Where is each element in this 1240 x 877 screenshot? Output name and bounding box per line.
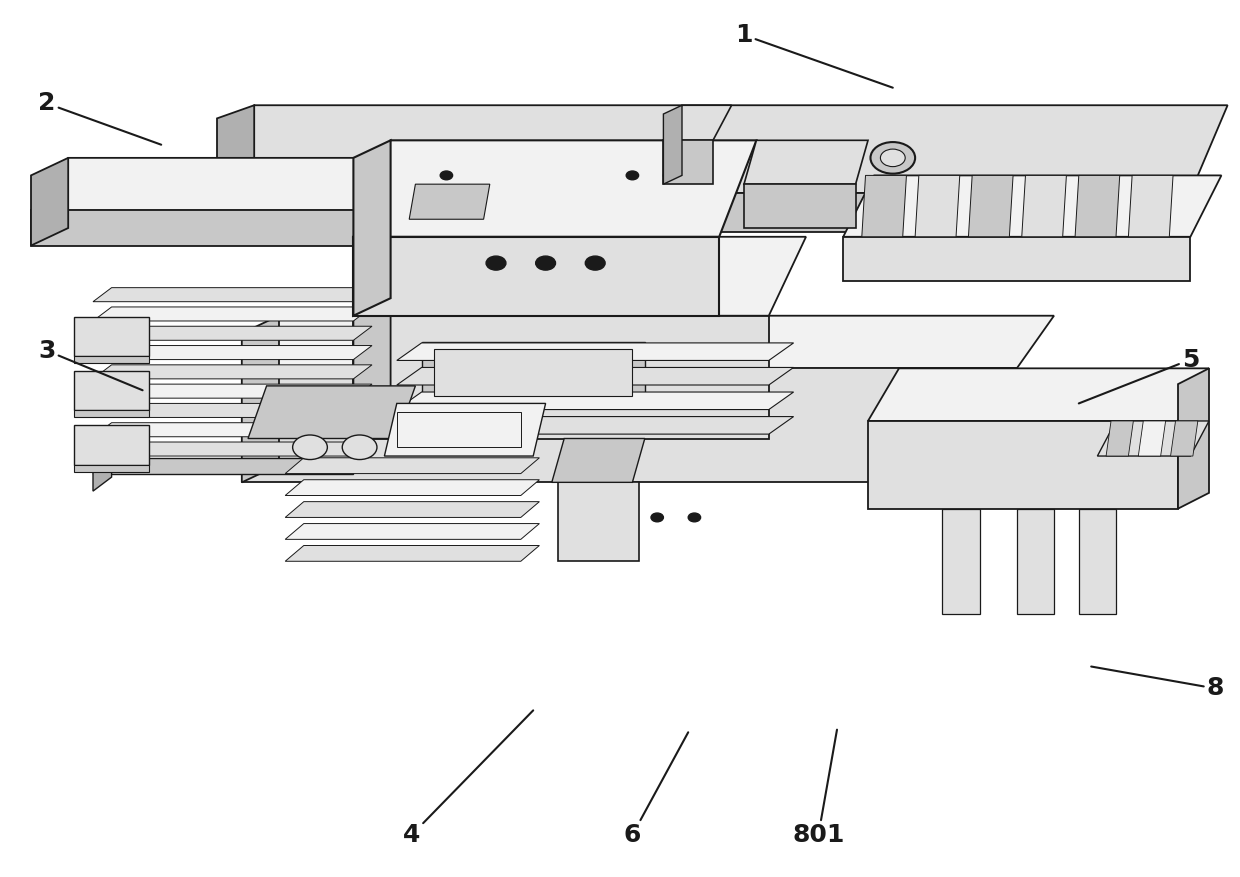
Text: 2: 2	[38, 91, 161, 145]
Polygon shape	[31, 158, 508, 210]
Polygon shape	[93, 458, 353, 474]
Circle shape	[626, 171, 639, 180]
Polygon shape	[1128, 175, 1173, 237]
Circle shape	[870, 142, 915, 174]
Polygon shape	[1178, 368, 1209, 509]
Polygon shape	[915, 175, 960, 237]
Polygon shape	[74, 465, 149, 472]
Polygon shape	[74, 356, 149, 363]
Polygon shape	[1106, 421, 1133, 456]
Circle shape	[663, 171, 676, 180]
Polygon shape	[242, 316, 279, 482]
Polygon shape	[31, 158, 68, 246]
Polygon shape	[217, 105, 254, 232]
Text: 801: 801	[792, 730, 844, 847]
Polygon shape	[31, 210, 471, 246]
Polygon shape	[1097, 421, 1209, 456]
Polygon shape	[93, 442, 372, 456]
Polygon shape	[663, 105, 732, 140]
Text: 8: 8	[1091, 667, 1224, 701]
Polygon shape	[1171, 421, 1198, 456]
Polygon shape	[397, 417, 794, 434]
Polygon shape	[868, 368, 1209, 421]
Polygon shape	[93, 458, 112, 491]
Polygon shape	[397, 367, 794, 385]
Circle shape	[651, 513, 663, 522]
Polygon shape	[242, 316, 1054, 368]
Polygon shape	[744, 140, 868, 184]
Text: 6: 6	[624, 732, 688, 847]
Polygon shape	[242, 368, 1017, 482]
Circle shape	[342, 435, 377, 460]
Polygon shape	[93, 423, 372, 437]
Polygon shape	[663, 140, 713, 184]
Polygon shape	[1075, 175, 1120, 237]
Text: 5: 5	[1079, 347, 1199, 403]
Polygon shape	[217, 105, 1228, 193]
Polygon shape	[74, 410, 149, 417]
Polygon shape	[353, 316, 769, 438]
Circle shape	[440, 171, 453, 180]
Polygon shape	[1022, 175, 1066, 237]
Polygon shape	[285, 458, 539, 474]
Polygon shape	[434, 349, 632, 396]
Polygon shape	[285, 524, 539, 539]
Circle shape	[585, 256, 605, 270]
Polygon shape	[397, 392, 794, 410]
Polygon shape	[422, 342, 645, 403]
Polygon shape	[353, 237, 391, 438]
Polygon shape	[217, 193, 1190, 232]
Polygon shape	[397, 343, 794, 360]
Polygon shape	[74, 425, 149, 465]
Polygon shape	[942, 509, 980, 614]
Polygon shape	[968, 175, 1013, 237]
Polygon shape	[93, 384, 372, 398]
Polygon shape	[93, 288, 372, 302]
Polygon shape	[1017, 509, 1054, 614]
Polygon shape	[843, 237, 1190, 281]
Polygon shape	[744, 184, 856, 228]
Polygon shape	[353, 140, 756, 237]
Polygon shape	[353, 140, 391, 316]
Text: 3: 3	[38, 339, 143, 390]
Polygon shape	[868, 421, 1178, 509]
Polygon shape	[409, 184, 490, 219]
Circle shape	[536, 256, 556, 270]
Polygon shape	[74, 317, 149, 356]
Circle shape	[880, 149, 905, 167]
Polygon shape	[93, 326, 372, 340]
Polygon shape	[843, 175, 1221, 237]
Circle shape	[293, 435, 327, 460]
Polygon shape	[285, 480, 539, 496]
Polygon shape	[384, 403, 546, 456]
Text: 4: 4	[403, 710, 533, 847]
Polygon shape	[285, 502, 539, 517]
Text: 1: 1	[735, 23, 893, 88]
Polygon shape	[248, 386, 415, 438]
Polygon shape	[558, 482, 639, 561]
Polygon shape	[552, 438, 645, 482]
Polygon shape	[93, 346, 372, 360]
Polygon shape	[93, 307, 372, 321]
Polygon shape	[862, 175, 906, 237]
Polygon shape	[93, 403, 372, 417]
Circle shape	[486, 256, 506, 270]
Polygon shape	[1138, 421, 1166, 456]
Polygon shape	[74, 371, 149, 410]
Polygon shape	[663, 105, 682, 184]
Polygon shape	[353, 237, 806, 316]
Polygon shape	[285, 545, 539, 561]
Polygon shape	[353, 237, 719, 316]
Circle shape	[688, 513, 701, 522]
Polygon shape	[93, 365, 372, 379]
Polygon shape	[1079, 509, 1116, 614]
